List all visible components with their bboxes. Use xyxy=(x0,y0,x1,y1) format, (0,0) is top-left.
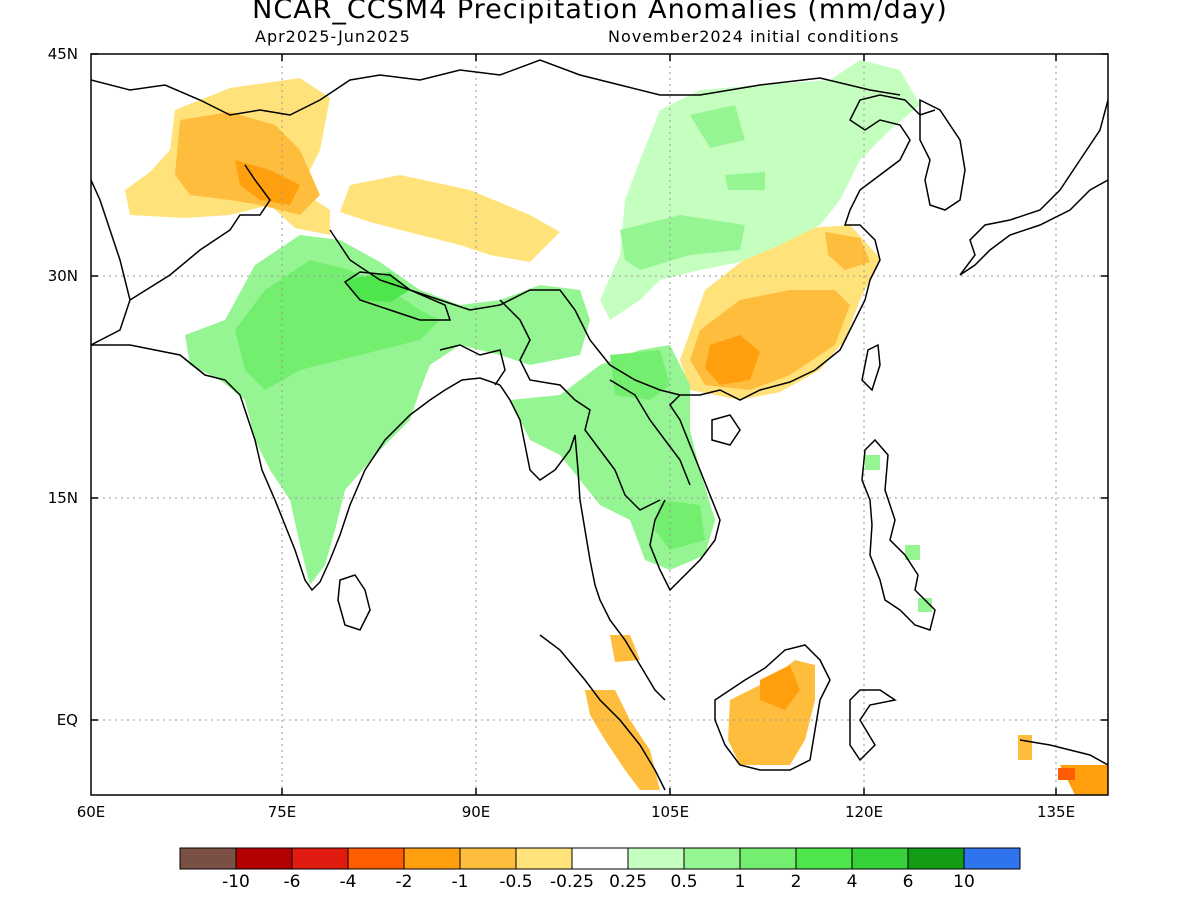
lon-label-120e: 120E xyxy=(844,803,884,821)
anomaly-dry-northwest-peak xyxy=(235,160,300,205)
colorbar-label: 10 xyxy=(953,872,975,892)
lat-label-45n: 45N xyxy=(47,45,78,63)
coastline-hainan xyxy=(711,414,741,446)
border-myanmar xyxy=(499,299,616,471)
map-frame xyxy=(90,53,1109,796)
colorbar-swatch xyxy=(459,847,517,870)
colorbar-label: 4 xyxy=(846,872,858,892)
coastline-sri-lanka xyxy=(337,574,371,631)
colorbar xyxy=(179,847,1021,870)
lon-label-60e: 60E xyxy=(76,803,106,821)
border-china-myanmar xyxy=(574,309,681,396)
map-title: NCAR_CCSM4 Precipitation Anomalies (mm/d… xyxy=(252,0,948,25)
colorbar-label: -6 xyxy=(283,872,301,892)
colorbar-label: -0.25 xyxy=(550,872,594,892)
anomaly-dry-south-china-peak xyxy=(705,335,760,385)
coastline-korea xyxy=(919,98,966,211)
lat-label-eq: EQ xyxy=(56,711,78,729)
colorbar-swatch xyxy=(851,847,909,870)
colorbar-label: 0.25 xyxy=(609,872,647,892)
anomaly-dry-banda xyxy=(1018,735,1032,760)
coastline-bay-of-bengal-east xyxy=(499,384,666,701)
coastline-india xyxy=(91,344,501,592)
initial-conditions: November2024 initial conditions xyxy=(608,27,900,46)
lat-label-15n: 15N xyxy=(47,489,78,507)
border-pakistan xyxy=(91,164,271,346)
colorbar-swatch xyxy=(683,847,741,870)
colorbar-swatch xyxy=(627,847,685,870)
anomaly-wet-north-china-core xyxy=(620,105,765,270)
coastline-new-guinea xyxy=(1019,739,1108,766)
forecast-period: Apr2025-Jun2025 xyxy=(255,27,411,46)
coastline-taiwan xyxy=(861,343,881,392)
coastline-sumatra xyxy=(539,634,666,791)
colorbar-label: 6 xyxy=(902,872,914,892)
coastline-philippines xyxy=(861,438,936,631)
lon-label-135e: 135E xyxy=(1036,803,1076,821)
colorbar-label: 2 xyxy=(790,872,802,892)
lon-label-75e: 75E xyxy=(267,803,297,821)
coastline-borneo xyxy=(714,644,831,771)
colorbar-swatch xyxy=(571,847,629,870)
colorbar-swatch xyxy=(963,847,1021,870)
anomaly-dry-yangtze-peak xyxy=(825,232,870,270)
lon-label-105e: 105E xyxy=(650,803,690,821)
border-central-asia xyxy=(91,59,901,116)
colorbar-swatch xyxy=(515,847,573,870)
colorbar-label: 1 xyxy=(734,872,746,892)
colorbar-label: -1 xyxy=(451,872,469,892)
coastlines xyxy=(91,59,1108,791)
colorbar-swatch xyxy=(795,847,853,870)
colorbar-swatch xyxy=(235,847,293,870)
anomaly-dry-sumatra xyxy=(585,690,660,790)
anomaly-fields xyxy=(125,60,1108,795)
border-india-bangladesh xyxy=(439,344,506,386)
coastline-sulawesi xyxy=(849,689,897,762)
coastline-indochina xyxy=(649,94,936,592)
colorbar-swatch xyxy=(907,847,965,870)
anomaly-dry-borneo-peak xyxy=(760,665,800,710)
border-laos-vietnam xyxy=(609,379,691,511)
anomaly-dry-malaya xyxy=(610,635,640,662)
graticule xyxy=(91,54,1108,795)
colorbar-swatch xyxy=(403,847,461,870)
coastline-japan xyxy=(959,99,1108,276)
anomaly-dry-new-guinea-peak xyxy=(1058,768,1075,780)
lon-label-90e: 90E xyxy=(461,803,491,821)
anomaly-wet-himalaya xyxy=(345,272,410,302)
colorbar-label: -0.5 xyxy=(499,872,533,892)
border-nepal xyxy=(343,271,452,321)
colorbar-swatch xyxy=(347,847,405,870)
lat-label-30n: 30N xyxy=(47,267,78,285)
anomaly-wet-philippines xyxy=(865,455,932,612)
colorbar-swatch xyxy=(179,847,237,870)
axis-ticks xyxy=(91,53,1108,795)
anomaly-dry-tibet xyxy=(340,175,560,262)
colorbar-label: -4 xyxy=(339,872,357,892)
border-himalaya xyxy=(329,229,576,311)
colorbar-label: -10 xyxy=(222,872,250,892)
colorbar-label: 0.5 xyxy=(670,872,698,892)
colorbar-label: -2 xyxy=(395,872,413,892)
colorbar-swatch xyxy=(739,847,797,870)
colorbar-swatch xyxy=(291,847,349,870)
